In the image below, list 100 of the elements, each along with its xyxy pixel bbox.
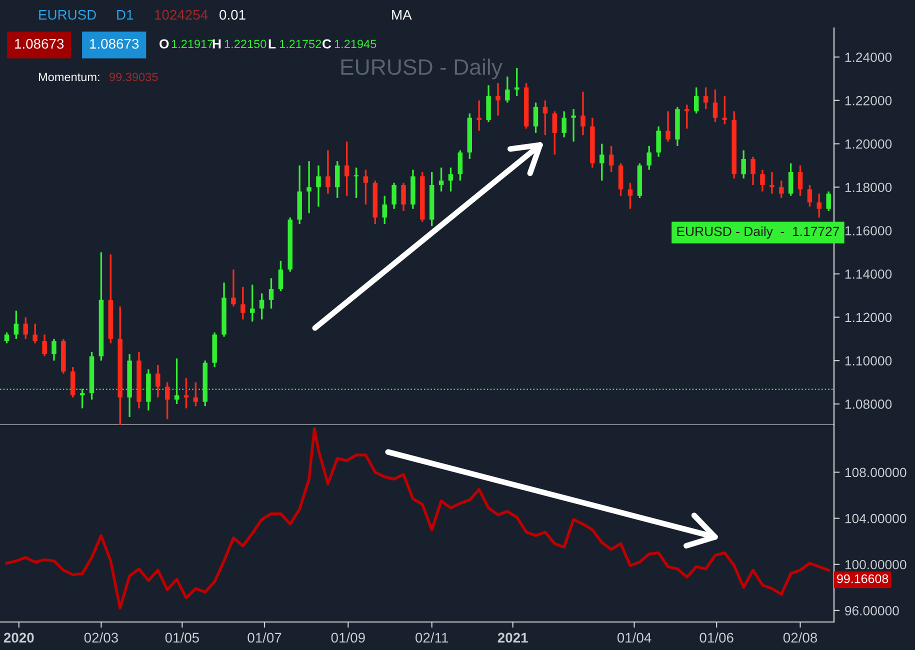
candlestick (788, 162, 794, 197)
candlestick (779, 180, 784, 199)
x-tick-label: 01/05 (165, 632, 199, 643)
text: EURUSD (39, 10, 96, 20)
candlestick (712, 88, 718, 123)
candlestick (231, 268, 236, 308)
annotation: H (212, 39, 221, 48)
annotation: 1.21917 (172, 40, 214, 48)
x-tick-label: 2021 (498, 632, 528, 643)
candlestick (486, 84, 491, 123)
candlestick (23, 316, 28, 340)
candlestick (798, 164, 803, 197)
candlestick (628, 182, 633, 210)
candlestick (156, 364, 160, 398)
candlestick (344, 140, 350, 197)
candlestick (476, 100, 482, 132)
annotation: 99.39035 (110, 72, 158, 82)
annotation: 99.16608 (837, 574, 888, 584)
y-tick-label: 1.22000 (845, 96, 892, 106)
candlestick (505, 76, 510, 104)
candlestick (694, 86, 699, 114)
candlestick (250, 284, 255, 322)
text: 0.01 (220, 10, 246, 20)
candlestick (741, 149, 746, 180)
candlestick (666, 110, 670, 142)
candlestick (571, 108, 576, 142)
annotation: Momentum: (38, 72, 100, 82)
candlestick (32, 322, 38, 344)
candlestick (42, 334, 47, 358)
candlestick (684, 104, 690, 130)
annotation: 1.22150 (224, 40, 266, 48)
annotation: 1.08673 (90, 38, 139, 49)
candlestick (552, 110, 558, 156)
text: EURUSD - Daily (341, 58, 502, 80)
x-tick-label: 02/08 (783, 632, 818, 643)
candlestick (496, 82, 500, 116)
y-tick-label: 1.12000 (845, 312, 892, 322)
y-tick-label: 1.14000 (845, 269, 892, 279)
candlestick (646, 145, 652, 171)
candlestick (401, 182, 406, 212)
candlestick (562, 110, 566, 138)
candlestick (703, 86, 708, 110)
y-tick-label: 100.00000 (845, 560, 906, 570)
y-tick-label: 1.08000 (845, 400, 892, 409)
y-tick-label: 104.00000 (845, 514, 906, 524)
candlestick (52, 338, 56, 362)
annotation: EURUSD - Daily - 1.17727 (677, 226, 840, 239)
x-tick-label: 01/07 (248, 632, 282, 643)
x-tick-label: 01/04 (617, 632, 652, 643)
x-tick-label: 02/03 (84, 632, 118, 643)
candlestick (608, 145, 614, 173)
candlestick (326, 149, 330, 194)
candlestick (306, 160, 312, 214)
x-tick-label: 2020 (4, 632, 34, 643)
candlestick (826, 190, 831, 212)
candlestick (240, 286, 246, 320)
candlestick (807, 184, 812, 208)
candlestick (656, 126, 661, 158)
candlestick (580, 90, 586, 136)
annotation: 1.21945 (334, 40, 376, 48)
candlestick (392, 182, 396, 210)
candlestick (259, 292, 264, 320)
y-tick-label: 1.16000 (845, 226, 892, 236)
candlestick (458, 149, 463, 182)
candlestick (438, 166, 444, 192)
candlestick (618, 162, 624, 197)
candlestick (335, 160, 340, 199)
candlestick (533, 102, 538, 134)
candlestick (4, 332, 10, 344)
annotation: O (160, 39, 169, 49)
annotation: C (322, 39, 332, 49)
text: MA (392, 10, 412, 20)
y-tick-label: 108.00000 (845, 468, 906, 478)
candlestick (278, 260, 284, 292)
candlestick (542, 100, 548, 136)
candlestick (14, 310, 19, 340)
candlestick (600, 142, 604, 182)
candlestick (750, 156, 756, 186)
annotation: 1.21752 (280, 40, 322, 48)
x-tick-label: 02/11 (416, 632, 448, 643)
x-tick-label: 01/06 (700, 632, 734, 643)
text: 1024254 (155, 10, 208, 20)
y-tick-label: 96.00000 (845, 606, 899, 616)
candlestick (363, 168, 368, 206)
candlestick (268, 277, 274, 310)
annotation: 1.08673 (15, 38, 64, 49)
candlestick (760, 168, 765, 192)
candlestick (164, 381, 170, 420)
candlestick (193, 381, 198, 407)
candlestick (316, 164, 321, 208)
line-series (5, 427, 830, 610)
candlestick (70, 366, 76, 398)
text: D1 (117, 10, 134, 20)
candlestick (816, 192, 822, 218)
y-tick-label: 1.20000 (845, 139, 892, 149)
x-tick-label: 01/09 (331, 632, 365, 643)
candlestick (354, 166, 359, 199)
y-tick-label: 1.18000 (845, 182, 892, 192)
annotation: L (268, 39, 276, 48)
candlestick (770, 171, 774, 194)
